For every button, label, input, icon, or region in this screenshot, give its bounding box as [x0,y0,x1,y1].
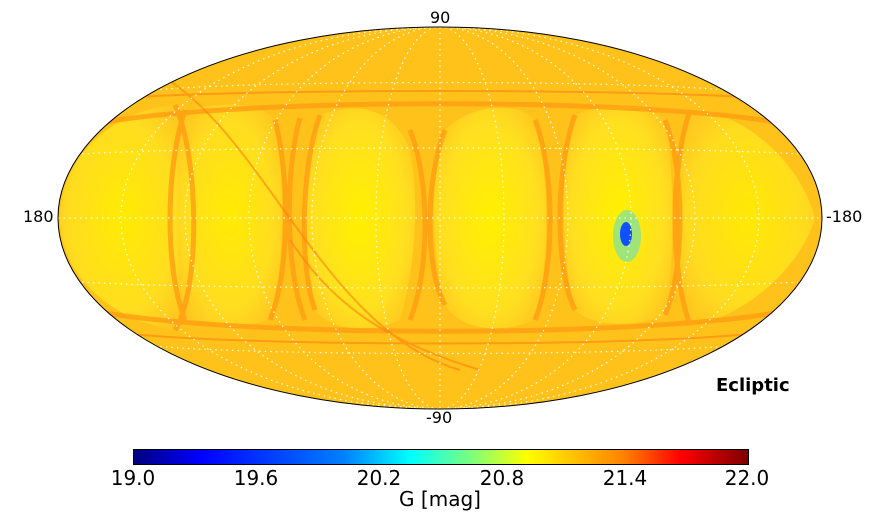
lat-top-label: 90 [430,8,451,27]
map-outline [57,26,823,410]
scan-lobe [304,108,416,329]
anomaly-core [620,222,632,246]
lon-right-label: -180 [826,207,863,226]
scan-lobe [60,105,187,330]
scan-lobe [433,107,547,329]
colorbar-tick: 20.2 [356,466,402,490]
colorbar-label: G [mag] [399,487,481,511]
scan-lobe [177,104,282,326]
colorbar-tick: 20.8 [479,466,525,490]
colorbar-tick: 19.6 [233,466,279,490]
lat-bottom-label: -90 [426,408,453,427]
scan-lobe [563,105,673,325]
colorbar [133,449,749,465]
scan-arcs [69,101,811,334]
map-body [58,27,822,409]
sky-map [57,26,823,410]
frame-label: Ecliptic [716,375,790,396]
graticule [58,27,822,409]
colorbar-tick: 19.0 [110,466,156,490]
colorbar-tick: 21.4 [602,466,648,490]
colorbar-tick: 22.0 [724,466,770,490]
lon-left-label: 180 [23,207,54,226]
